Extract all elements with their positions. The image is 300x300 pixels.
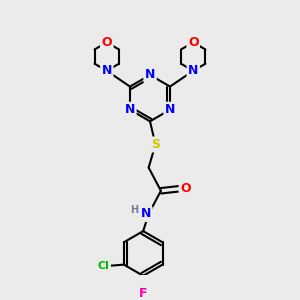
Text: N: N (141, 207, 151, 220)
Text: S: S (151, 138, 160, 151)
Text: O: O (180, 182, 191, 195)
Text: O: O (101, 36, 112, 49)
Text: Cl: Cl (98, 261, 109, 271)
Text: N: N (102, 64, 112, 77)
Text: F: F (139, 287, 147, 300)
Text: N: N (165, 103, 175, 116)
Text: O: O (188, 36, 199, 49)
Text: N: N (145, 68, 155, 82)
Text: N: N (125, 103, 135, 116)
Text: H: H (130, 205, 139, 215)
Text: N: N (188, 64, 198, 77)
